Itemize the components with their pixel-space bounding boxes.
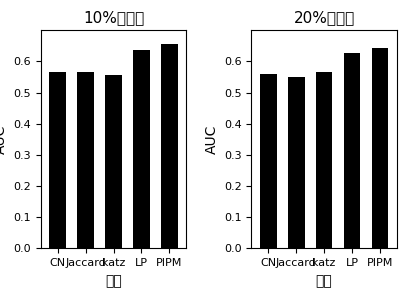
Bar	[316, 72, 333, 248]
Bar	[105, 75, 122, 248]
Bar	[49, 72, 66, 248]
Bar	[372, 48, 389, 248]
Title: 10%测试集: 10%测试集	[83, 10, 144, 25]
Bar	[77, 72, 94, 248]
Bar	[260, 74, 276, 248]
Bar	[133, 50, 150, 248]
X-axis label: 算法: 算法	[105, 274, 122, 288]
Y-axis label: AUC: AUC	[204, 125, 218, 154]
Bar	[161, 44, 178, 248]
Bar	[344, 53, 360, 248]
Y-axis label: AUC: AUC	[0, 125, 8, 154]
Title: 20%测试集: 20%测试集	[294, 10, 355, 25]
Bar	[288, 77, 305, 248]
X-axis label: 算法: 算法	[316, 274, 333, 288]
